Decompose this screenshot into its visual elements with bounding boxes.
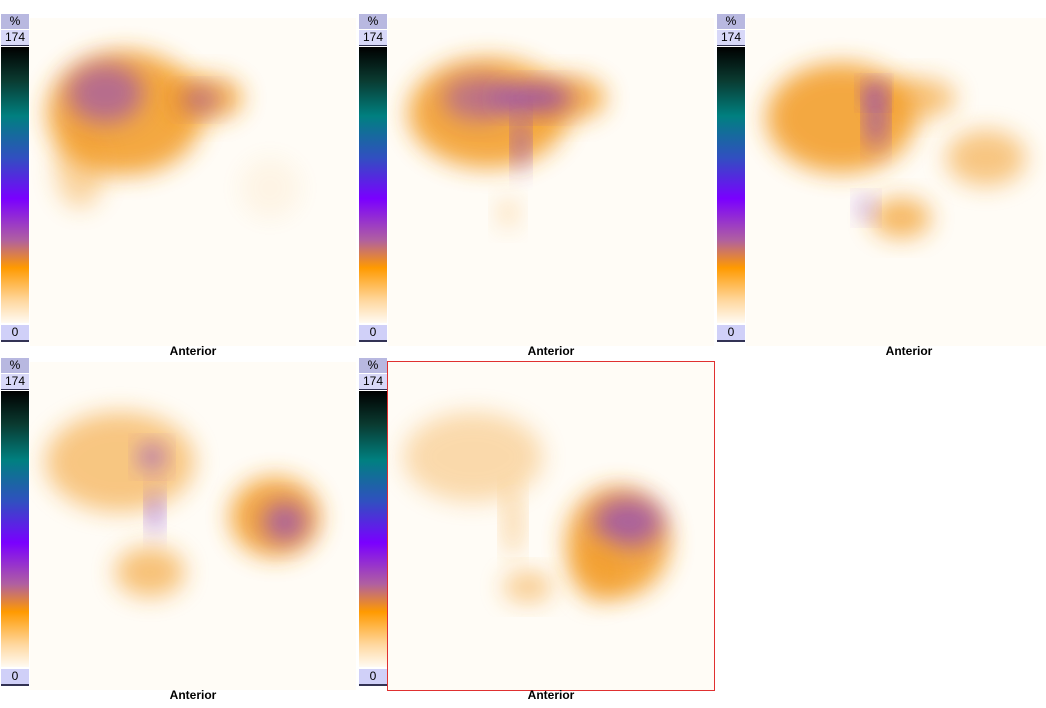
- scale-min: 0: [1, 669, 29, 686]
- image-panel: % 174 0 Anterior: [0, 0, 358, 358]
- scale-min: 0: [717, 325, 745, 342]
- uptake: [505, 487, 521, 557]
- uptake: [766, 63, 916, 173]
- image-panel: % 174 0 Anterior: [358, 0, 716, 358]
- uptake: [493, 84, 573, 112]
- scale-min: 0: [359, 325, 387, 342]
- uptake: [240, 158, 300, 218]
- scale-max: 174: [1, 374, 29, 390]
- scintigraphy-image[interactable]: [30, 18, 356, 346]
- color-scale: [359, 391, 387, 667]
- scale-max: 174: [359, 374, 387, 390]
- color-scale: [359, 47, 387, 323]
- uptake: [263, 502, 307, 542]
- uptake: [45, 412, 195, 512]
- image-panel: % 174 0 Anterior: [358, 344, 716, 702]
- view-label: Anterior: [169, 688, 217, 702]
- scintigraphy-image[interactable]: [746, 18, 1046, 346]
- scale-unit: %: [717, 14, 745, 29]
- scale-unit: %: [359, 14, 387, 29]
- scale-min: 0: [1, 325, 29, 342]
- uptake: [498, 198, 518, 228]
- scintigraphy-image[interactable]: [30, 362, 356, 690]
- uptake: [140, 445, 164, 469]
- uptake: [443, 76, 513, 120]
- scale-max: 174: [717, 30, 745, 46]
- uptake: [593, 497, 663, 547]
- uptake: [55, 128, 105, 208]
- uptake: [858, 198, 874, 218]
- view-label: Anterior: [169, 344, 217, 358]
- uptake: [864, 83, 884, 103]
- view-label: Anterior: [885, 344, 933, 358]
- image-panel: % 174 0 Anterior: [0, 344, 358, 702]
- uptake: [876, 78, 956, 118]
- view-label: Anterior: [527, 344, 575, 358]
- uptake: [515, 115, 527, 171]
- scale-max: 174: [1, 30, 29, 46]
- scale-unit: %: [359, 358, 387, 373]
- color-scale: [1, 47, 29, 323]
- scale-unit: %: [1, 14, 29, 29]
- uptake: [115, 547, 185, 597]
- scale-max: 174: [359, 30, 387, 46]
- color-scale: [717, 47, 745, 323]
- scale-unit: %: [1, 358, 29, 373]
- uptake: [573, 542, 623, 602]
- scale-min: 0: [359, 669, 387, 686]
- scintigraphy-image[interactable]: [388, 18, 714, 346]
- uptake: [182, 88, 218, 112]
- color-scale: [1, 391, 29, 667]
- uptake: [503, 572, 553, 602]
- uptake: [67, 63, 143, 123]
- uptake: [946, 130, 1026, 186]
- uptake: [149, 490, 161, 534]
- image-panel: % 174 0 Anterior: [716, 0, 1046, 358]
- uptake: [403, 412, 543, 502]
- scintigraphy-image[interactable]: [387, 361, 715, 691]
- uptake: [871, 198, 931, 238]
- view-label: Anterior: [527, 688, 575, 702]
